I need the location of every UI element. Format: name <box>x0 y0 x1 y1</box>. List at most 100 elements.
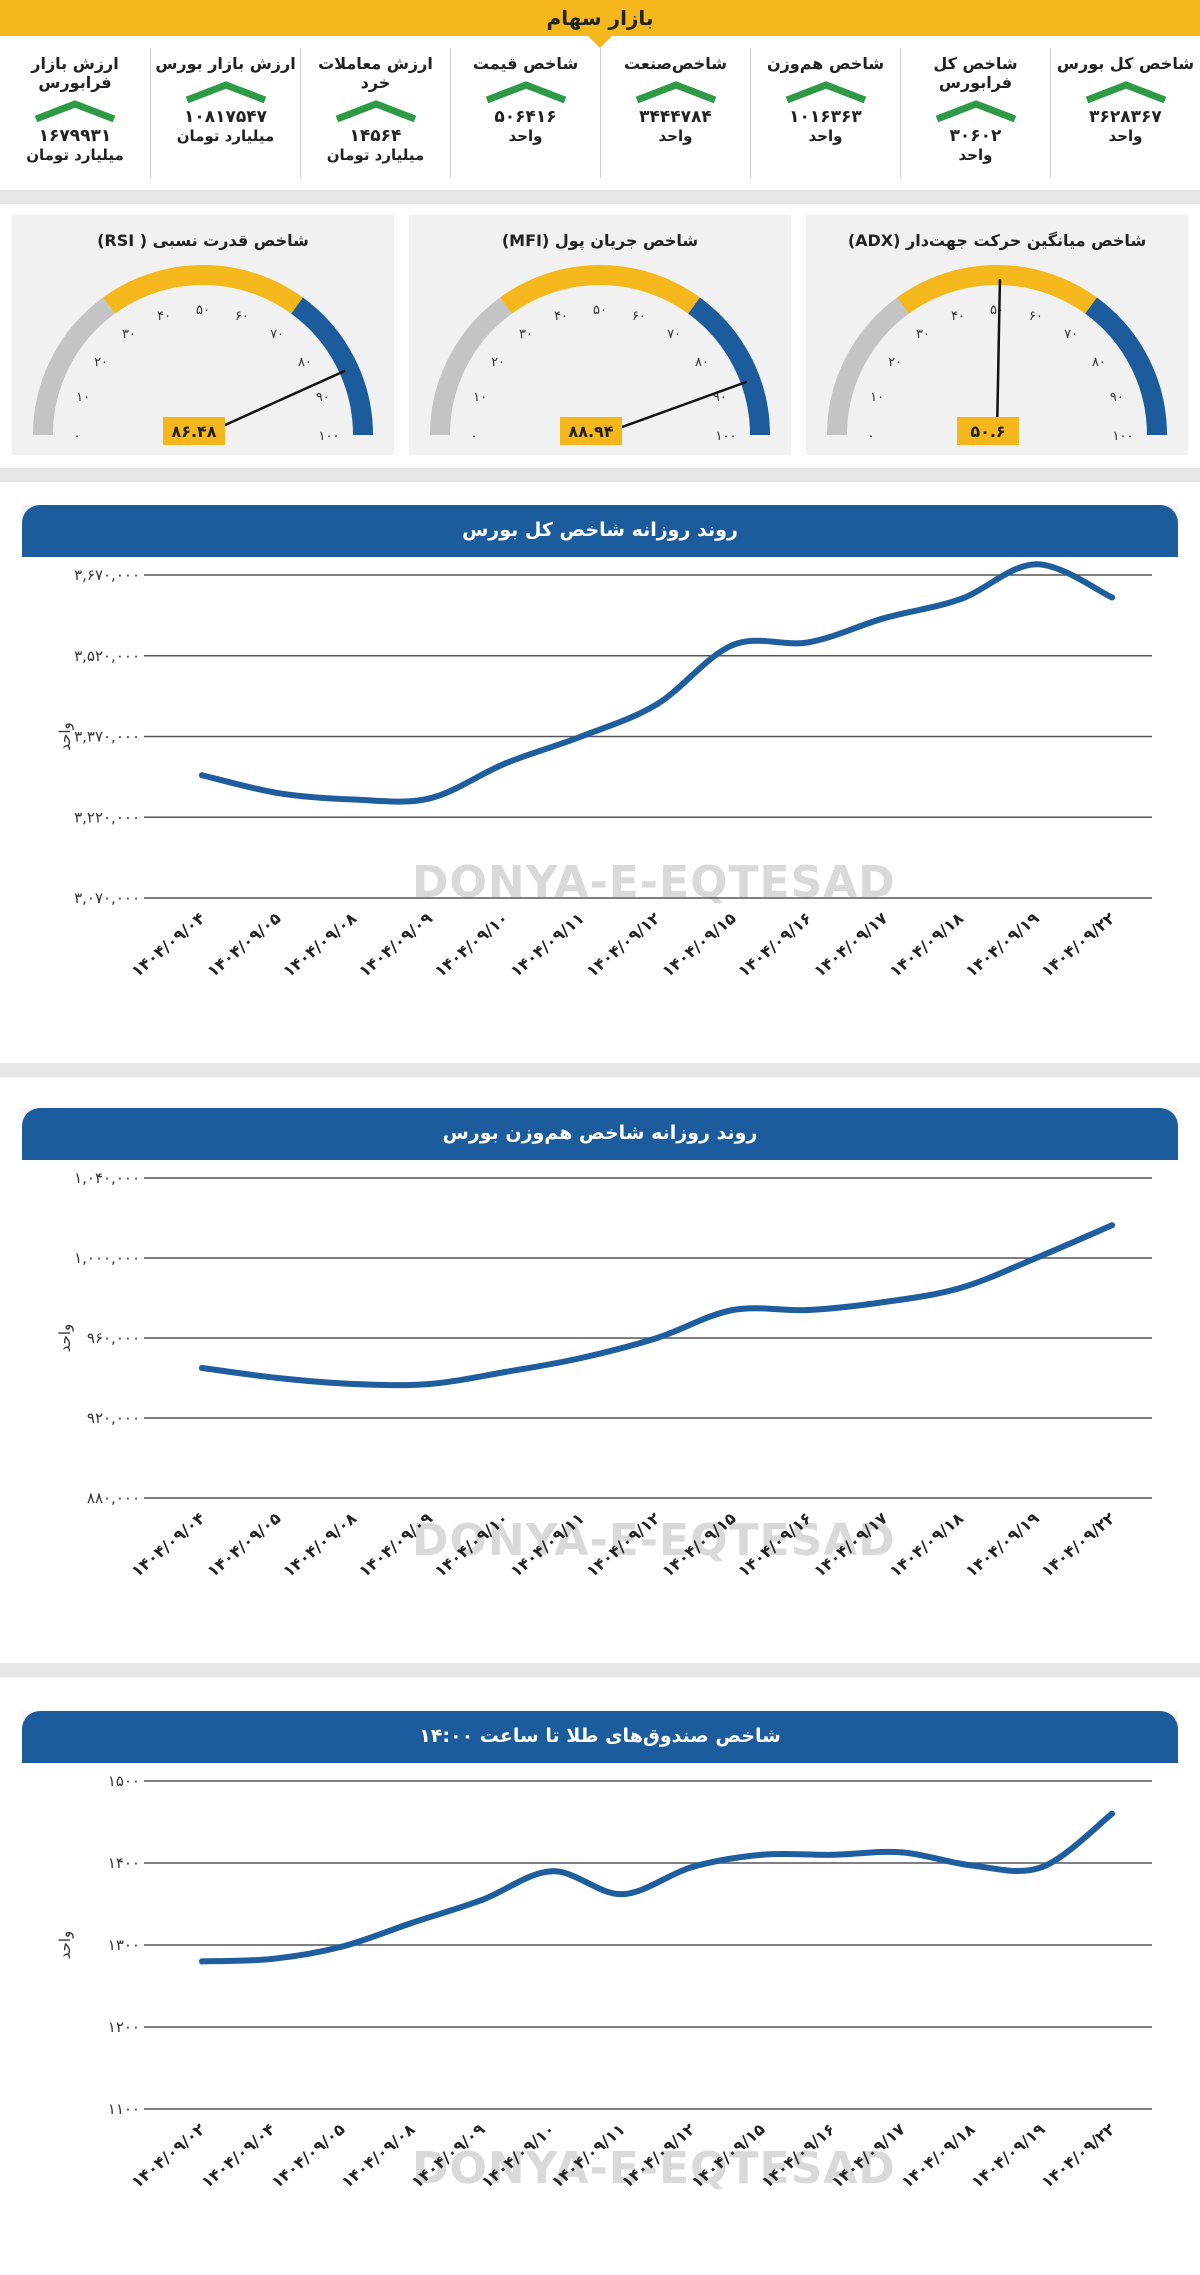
gauge-tick-label: ۱۰۰ <box>716 429 737 444</box>
gauge-title: شاخص جریان پول (MFI) <box>501 231 699 250</box>
y-tick-label: ۸۸۰,۰۰۰ <box>87 1489 140 1507</box>
gauge-title: شاخص قدرت نسبی ( RSI) <box>97 231 309 250</box>
gauge-tick-label: ۵۰ <box>990 303 1004 318</box>
gauge-needle <box>599 380 748 437</box>
gauge-value-box <box>163 417 225 445</box>
data-point <box>199 772 205 779</box>
line-chart: ۱۱۰۰۱۲۰۰۱۳۰۰۱۴۰۰۱۵۰۰واحد۱۴۰۴/۰۹/۰۲۱۴۰۴/۰… <box>56 1772 1152 2192</box>
gauge-band-low <box>430 297 512 436</box>
x-tick-label: ۱۴۰۴/۰۹/۰۴ <box>128 1508 209 1580</box>
gauge-tick-label: ۸۰ <box>1092 355 1106 370</box>
y-tick-label: ۳,۵۲۰,۰۰۰ <box>74 647 140 665</box>
x-tick-label: ۱۴۰۴/۰۹/۰۸ <box>279 1508 360 1580</box>
chart-header: روند روزانه شاخص کل بورس <box>22 505 1178 557</box>
gauge-band-high <box>1085 297 1167 436</box>
gauge-band-low <box>827 297 909 436</box>
y-tick-label: ۱۳۰۰ <box>108 1936 140 1954</box>
gauge-tick-label: ۶۰ <box>632 309 646 324</box>
gauge-tick-label: ۳۰ <box>122 327 136 342</box>
chart-title: روند روزانه شاخص کل بورس <box>462 519 738 541</box>
y-axis-label: واحد <box>56 1931 74 1960</box>
stat-unit: واحد <box>508 127 543 145</box>
y-tick-label: ۳,۶۷۰,۰۰۰ <box>74 566 140 584</box>
gauge-value-box <box>560 417 622 445</box>
x-tick-label: ۱۴۰۴/۰۹/۱۸ <box>886 1508 967 1580</box>
data-point <box>805 639 812 646</box>
x-tick-label: ۱۴۰۴/۰۹/۰۴ <box>128 908 209 980</box>
stat-unit: واحد <box>808 127 843 145</box>
gauge-tick-label: ۱۰ <box>870 390 884 405</box>
x-tick-label: ۱۴۰۴/۰۹/۱۵ <box>688 2119 769 2191</box>
data-point <box>549 1868 555 1875</box>
chart-header: روند روزانه شاخص هم‌وزن بورس <box>22 1108 1178 1160</box>
gauge-value-label: ۸۶.۴۸ <box>171 422 216 441</box>
stat-box: ارزش بازار فرابورس ۱۶۷۹۹۳۱ میلیارد تومان <box>0 48 150 178</box>
up-arrow-icon <box>935 100 1016 122</box>
y-tick-label: ۱۱۰۰ <box>108 2100 140 2118</box>
data-point <box>969 1862 975 1869</box>
x-tick-label: ۱۴۰۴/۰۹/۱۵ <box>658 1508 739 1580</box>
gauge-rsi: شاخص قدرت نسبی ( RSI) ۰ ۱۰ ۲۰ ۳۰ ۴۰ ۵۰ ۶۰ ۷۰ ۸۰ ۹… <box>12 215 394 455</box>
data-point <box>479 1896 485 1903</box>
x-tick-label: ۱۴۰۴/۰۹/۱۲ <box>583 908 664 980</box>
gauge-tick-label: ۰ <box>868 429 875 444</box>
gauge-tick-label: ۱۰۰ <box>319 429 340 444</box>
x-tick-label: ۱۴۰۴/۰۹/۰۴ <box>198 2119 279 2191</box>
stat-box: شاخص قیمت ۵۰۶۴۱۶ واحد <box>450 48 600 178</box>
data-point <box>409 1919 415 1926</box>
stat-box: شاخص هم‌وزن ۱۰۱۶۳۶۳ واحد <box>750 48 900 178</box>
stat-box: ارزش بازار بورس ۱۰۸۱۷۵۴۷ میلیارد تومان <box>150 48 300 178</box>
gauge-value-box <box>957 417 1019 445</box>
x-tick-label: ۱۴۰۴/۰۹/۱۵ <box>658 908 739 980</box>
gauge-tick-label: ۶۰ <box>235 309 249 324</box>
stat-box: شاخص کل فرابورس ۳۰۶۰۲ واحد <box>900 48 1050 178</box>
up-arrow-icon <box>185 81 266 103</box>
gauge-band-high <box>688 297 770 436</box>
data-point <box>881 1299 888 1305</box>
chart-title: روند روزانه شاخص هم‌وزن بورس <box>442 1122 758 1144</box>
gauge-tick-label: ۱۰ <box>473 390 487 405</box>
stat-box: شاخص‌صنعت ۳۴۴۴۷۸۴ واحد <box>600 48 750 178</box>
x-tick-label: ۱۴۰۴/۰۹/۱۲ <box>618 2119 699 2191</box>
stat-value: ۱۰۸۱۷۵۴۷ <box>183 107 267 127</box>
y-tick-label: ۱۵۰۰ <box>108 1772 140 1790</box>
stat-label: شاخص هم‌وزن <box>766 54 885 73</box>
page-header: بازار سهام <box>0 0 1200 48</box>
up-arrow-icon <box>485 81 566 103</box>
gauge-value-label: ۸۸.۹۴ <box>568 422 613 441</box>
gauge-tick-label: ۲۰ <box>94 355 108 370</box>
x-tick-label: ۱۴۰۴/۰۹/۰۸ <box>338 2119 419 2191</box>
y-tick-label: ۱,۰۴۰,۰۰۰ <box>74 1169 140 1187</box>
up-arrow-icon <box>335 100 416 122</box>
y-axis-label: واحد <box>56 722 74 751</box>
x-tick-label: ۱۴۰۴/۰۹/۱۲ <box>583 1508 664 1580</box>
stat-unit: میلیارد تومان <box>26 146 124 164</box>
data-point <box>1033 561 1040 568</box>
stat-value: ۳۰۶۰۲ <box>949 126 1002 146</box>
data-point <box>689 1864 695 1871</box>
data-point <box>881 615 888 622</box>
y-tick-label: ۱۴۰۰ <box>108 1854 140 1872</box>
x-tick-label: ۱۴۰۴/۰۹/۰۵ <box>203 908 284 980</box>
chart-plot-area: DONYA-E-EQTESAD ۱۱۰۰ ۱۲۰۰ ۱۳۰۰ ۱۴۰۰ ۱۵۰۰ واحد… <box>22 1763 1178 2259</box>
gauge-tick-label: ۷۰ <box>270 327 284 342</box>
x-tick-label: ۱۴۰۴/۰۹/۲۲ <box>1038 908 1119 980</box>
data-point <box>274 1375 281 1381</box>
data-point <box>339 1943 345 1950</box>
stat-box: ارزش معاملات خرد ۱۴۵۶۴ میلیارد تومان <box>300 48 450 178</box>
chart-header: شاخص صندوق‌های طلا تا ساعت ۱۴:۰۰ <box>22 1711 1178 1763</box>
data-point <box>654 1335 660 1341</box>
x-tick-label: ۱۴۰۴/۰۹/۰۵ <box>203 1508 284 1580</box>
x-tick-label: ۱۴۰۴/۰۹/۱۸ <box>898 2119 979 2191</box>
y-tick-label: ۹۶۰,۰۰۰ <box>87 1329 140 1347</box>
data-point <box>899 1849 905 1856</box>
line-chart: ۳,۰۷۰,۰۰۰ ۳,۲۲۰,۰۰۰ ۳,۳۷۰,۰۰۰ ۳,۵۲۰,۰۰۰ ۳,۶۷… <box>56 561 1152 981</box>
x-tick-label: ۱۴۰۴/۰۹/۱۷ <box>828 2119 909 2191</box>
stat-label: شاخص کل بورس <box>1056 54 1195 73</box>
series-line <box>199 1810 1115 1965</box>
gauge-tick-label: ۸۰ <box>298 355 312 370</box>
data-point <box>1109 1810 1115 1817</box>
gauge-tick-label: ۰ <box>471 429 478 444</box>
stat-label: ارزش بازار فرابورس <box>31 54 119 92</box>
